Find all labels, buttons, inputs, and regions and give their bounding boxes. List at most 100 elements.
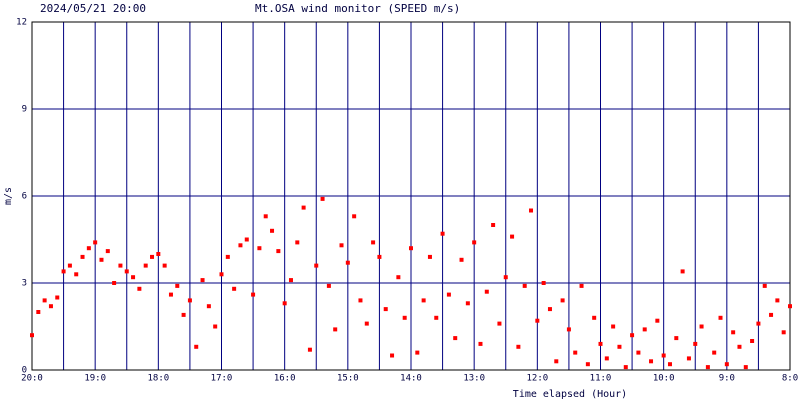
y-tick-label: 0 [22, 366, 27, 376]
point [124, 269, 129, 274]
point [579, 283, 584, 288]
point [105, 249, 110, 254]
point [55, 295, 60, 300]
point [295, 240, 300, 245]
point [478, 341, 483, 346]
point [724, 362, 729, 367]
point [472, 240, 477, 245]
point [434, 315, 439, 320]
point [630, 333, 635, 338]
point [301, 205, 306, 210]
point [566, 327, 571, 332]
point [737, 344, 742, 349]
point [131, 275, 136, 280]
point [547, 307, 552, 312]
point [213, 324, 218, 329]
point [383, 307, 388, 312]
point [661, 353, 666, 358]
point [194, 344, 199, 349]
point [604, 356, 609, 361]
point [162, 263, 167, 268]
point [718, 315, 723, 320]
point [86, 246, 91, 251]
point [333, 327, 338, 332]
x-axis-label: Time elapsed (Hour) [513, 389, 627, 400]
point [427, 254, 432, 259]
point [743, 365, 748, 370]
point [497, 321, 502, 326]
point [270, 228, 275, 233]
point [788, 304, 792, 309]
point [377, 254, 382, 259]
point [491, 223, 496, 227]
x-tick-label: 10:0 [653, 374, 675, 384]
point [396, 275, 401, 280]
point [42, 298, 47, 303]
point [371, 240, 376, 245]
point [118, 263, 123, 268]
point [200, 278, 205, 283]
point [206, 304, 211, 309]
point [390, 353, 395, 358]
point [352, 214, 357, 219]
point [314, 263, 319, 268]
point [219, 272, 224, 277]
x-tick-label: 14:0 [400, 374, 422, 384]
point [440, 231, 445, 236]
point [762, 283, 767, 288]
point [30, 333, 34, 338]
point [168, 292, 173, 297]
point [712, 350, 717, 355]
point [484, 289, 489, 294]
point [364, 321, 369, 326]
point [143, 263, 148, 268]
point [61, 269, 66, 274]
point [232, 286, 237, 291]
point [699, 324, 704, 329]
point [345, 260, 350, 265]
point [655, 318, 660, 323]
point [592, 315, 597, 320]
point [705, 365, 710, 370]
point [636, 350, 641, 355]
x-tick-label: 20:0 [21, 374, 43, 384]
point [181, 312, 186, 317]
point [156, 252, 161, 256]
x-tick-label: 13:0 [463, 374, 485, 384]
point [137, 286, 142, 291]
point [67, 263, 72, 268]
x-tick-label: 9:0 [719, 374, 735, 384]
point [112, 281, 117, 285]
y-tick-label: 6 [22, 192, 27, 202]
point [402, 315, 407, 320]
point [282, 301, 287, 306]
point [642, 327, 647, 332]
point [750, 339, 755, 343]
point [276, 249, 281, 254]
x-tick-label: 8:0 [782, 374, 798, 384]
point [529, 208, 534, 213]
y-tick-label: 3 [22, 279, 27, 289]
y-axis-label: m/s [3, 187, 14, 205]
point [453, 336, 458, 341]
y-tick-label: 9 [22, 105, 27, 115]
point [573, 350, 578, 355]
point [756, 321, 761, 326]
point [415, 350, 420, 355]
chart-date: 2024/05/21 20:00 [40, 2, 146, 15]
point [36, 310, 41, 314]
point [775, 298, 780, 303]
point [307, 347, 312, 352]
plot-frame [31, 21, 791, 371]
point [731, 330, 736, 335]
x-tick-label: 18:0 [147, 374, 169, 384]
point [446, 292, 451, 297]
point [225, 254, 230, 259]
point [781, 330, 786, 335]
point [244, 237, 249, 242]
point [617, 344, 622, 349]
y-tick-label: 12 [16, 18, 27, 28]
point [522, 283, 527, 288]
point [74, 272, 79, 277]
